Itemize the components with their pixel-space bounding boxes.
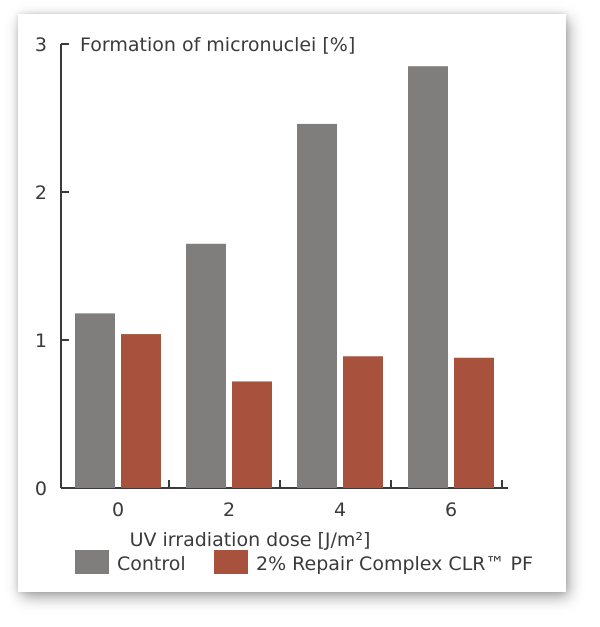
bar-repair-complex-4: [343, 356, 383, 488]
x-tick-label: 6: [445, 499, 457, 521]
bar-repair-complex-2: [232, 381, 272, 488]
legend-label: Control: [117, 553, 186, 575]
chart-card: 0 1 2 3 Formation of micronuclei [%] 0 2 4 6 UV i…: [18, 14, 566, 592]
y-tick-label: 3: [35, 34, 47, 56]
bar-control-6: [408, 66, 448, 488]
bar-control-0: [75, 313, 115, 488]
x-tick-label: 4: [334, 499, 346, 521]
x-tick-label: 2: [223, 499, 235, 521]
bar-repair-complex-6: [454, 357, 494, 488]
bar-repair-complex-0: [121, 334, 161, 488]
chart-title: Formation of micronuclei [%]: [80, 34, 355, 56]
legend-swatch: [75, 550, 109, 574]
y-tick-label: 2: [35, 182, 47, 204]
x-tick-label: 0: [112, 499, 124, 521]
x-axis-label: UV irradiation dose [J/m²]: [130, 529, 371, 551]
bar-chart: 0 1 2 3 Formation of micronuclei [%] 0 2 4 6 UV i…: [35, 34, 533, 575]
y-tick-label: 0: [35, 478, 47, 500]
y-tick-label: 1: [35, 330, 47, 352]
bar-control-4: [297, 123, 337, 489]
legend-swatch: [214, 550, 248, 574]
bar-control-2: [186, 243, 226, 488]
legend-label: 2% Repair Complex CLR™ PF: [256, 553, 533, 575]
